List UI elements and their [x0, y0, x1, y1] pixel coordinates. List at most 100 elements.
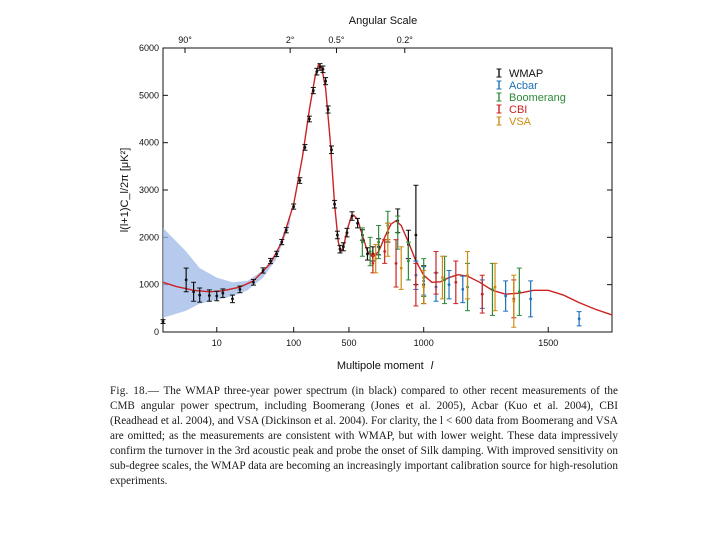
wmap-point [206, 289, 212, 302]
x-tick-label: 1500 [538, 338, 558, 348]
wmap-marker [252, 280, 255, 284]
wmap-marker [280, 240, 284, 244]
cbi-point [433, 251, 439, 295]
y-tick-label: 3000 [139, 185, 159, 195]
figure-caption: Fig. 18.— The WMAP three-year power spec… [110, 384, 618, 489]
y-tick-label: 5000 [139, 90, 159, 100]
acbar-marker [577, 317, 581, 321]
legend-label: CBI [509, 104, 527, 116]
wmap-marker [184, 278, 188, 282]
wmap-marker [345, 231, 349, 235]
data-points-group [160, 63, 582, 328]
y-tick-label: 6000 [139, 43, 159, 53]
power-spectrum-chart: Angular Scale 90° 2° 0.5° 0.2° 0 1000 2000 300… [119, 15, 613, 372]
acbar-marker [529, 297, 533, 301]
legend-label: VSA [509, 116, 532, 128]
vsa-marker [466, 273, 469, 277]
acbar-point [460, 275, 466, 304]
boomerang-point [489, 262, 495, 316]
cbi-marker [371, 261, 375, 265]
vsa-point [465, 251, 471, 300]
x-axis-label-text: Multipole moment [337, 360, 424, 372]
x-tick-label: 500 [341, 338, 356, 348]
cbi-marker [480, 292, 484, 296]
wmap-point [268, 257, 274, 265]
caption-text: The WMAP three-year power spectrum (in b… [110, 385, 618, 487]
vsa-marker [386, 238, 390, 242]
wmap-marker [292, 205, 296, 208]
wmap-point [310, 87, 316, 95]
vsa-point [492, 262, 498, 312]
vsa-point [385, 222, 391, 257]
wmap-marker [238, 288, 242, 291]
boomerang-point [359, 227, 365, 257]
acbar-point [528, 280, 534, 318]
wmap-point [279, 238, 285, 246]
wmap-marker [284, 228, 288, 232]
boomerang-marker [491, 288, 494, 291]
wmap-point [320, 65, 326, 74]
acbar-point [576, 311, 582, 327]
wmap-point [283, 227, 289, 234]
top-axis-ticks: 90° 2° 0.5° 0.2° [178, 35, 413, 53]
wmap-point [191, 281, 197, 302]
y-axis-label: l(l+1)C_l/2π [μK²] [119, 148, 131, 233]
x-axis-ticks: 10 100 500 1000 1500 [212, 327, 558, 348]
wmap-point [160, 319, 166, 324]
boomerang-marker [368, 250, 372, 253]
wmap-marker [231, 297, 234, 301]
wmap-point [229, 294, 235, 304]
vsa-point [373, 243, 379, 274]
wmap-marker [350, 214, 354, 218]
wmap-marker [333, 202, 336, 206]
vsa-marker [422, 285, 426, 289]
top-tick-label: 90° [178, 35, 192, 45]
wmap-point [325, 105, 331, 114]
y-tick-label: 0 [154, 327, 159, 337]
wmap-marker [341, 245, 345, 249]
vsa-marker [441, 276, 444, 279]
boomerang-marker [517, 290, 521, 294]
cbi-point [393, 239, 399, 288]
wmap-marker [207, 294, 211, 297]
wmap-marker [261, 269, 265, 272]
wmap-point [297, 177, 303, 184]
x-axis-label: Multipole moment l [337, 360, 434, 372]
wmap-point [364, 247, 370, 261]
cbi-point [453, 260, 459, 305]
wmap-point [183, 267, 189, 293]
wmap-point [355, 217, 361, 229]
vsa-point [421, 269, 427, 305]
wmap-marker [275, 252, 279, 256]
wmap-marker [315, 70, 319, 74]
boomerang-point [516, 267, 522, 316]
wmap-marker [215, 294, 219, 298]
cbi-marker [394, 261, 398, 265]
caption-label: Fig. 18.— [110, 385, 160, 397]
wmap-point [332, 199, 338, 209]
wmap-point [344, 227, 350, 238]
chart-title: Angular Scale [349, 15, 418, 27]
wmap-marker [335, 233, 339, 237]
wmap-marker [303, 146, 307, 149]
cbi-marker [414, 283, 418, 287]
wmap-marker [330, 148, 333, 152]
legend-label: Boomerang [509, 92, 566, 104]
wmap-point [349, 211, 355, 221]
top-tick-label: 2° [286, 35, 295, 45]
x-tick-label: 100 [286, 338, 301, 348]
top-tick-label: 0.2° [397, 35, 414, 45]
wmap-point [260, 267, 266, 274]
acbar-point [503, 280, 509, 312]
acbar-marker [504, 294, 508, 298]
wmap-point [274, 250, 280, 258]
x-axis-label-symbol: l [431, 360, 434, 372]
x-tick-label: 1000 [414, 338, 434, 348]
wmap-point [323, 77, 329, 86]
vsa-point [439, 255, 445, 300]
wmap-marker [326, 108, 330, 111]
vsa-point [511, 274, 517, 328]
vsa-marker [374, 257, 378, 261]
boomerang-marker [360, 240, 364, 244]
y-axis-ticks: 0 1000 2000 3000 4000 5000 6000 [139, 43, 612, 337]
